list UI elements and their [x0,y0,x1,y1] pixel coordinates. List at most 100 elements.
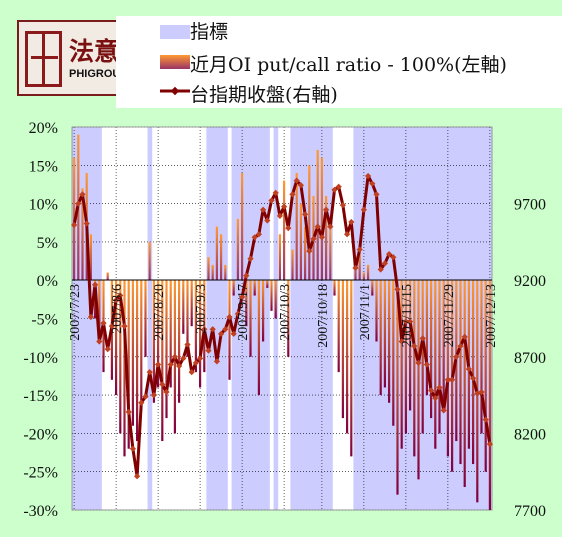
ratio-bar [409,280,412,411]
close-point [423,361,431,368]
x-tick-label: 2007/7/23 [68,284,83,341]
close-point [432,395,439,402]
ratio-bar [224,264,227,281]
close-point [343,231,351,238]
ratio-bar [257,280,260,396]
ratio-bar [89,234,92,281]
close-point [453,353,460,360]
ratio-bar [430,280,433,419]
close-point [427,387,435,394]
close-point [373,191,380,198]
close-point [440,407,447,414]
ratio-bar [484,280,487,472]
left-axis-ticks: 20% 15% 10% 5% 0% -5% -10% -15% -20% -25% -30% [23,120,58,520]
legend-swatch-area-icon [160,25,190,39]
legend-label-indicator: 指標 [190,21,229,43]
ratio-bar [299,203,302,281]
close-point [377,266,384,273]
ratio-bar [148,241,151,281]
ratio-bar [396,280,399,495]
ratio-bar [182,280,185,334]
left-tick-label: -30% [23,503,58,520]
ratio-bar [316,149,319,281]
close-point [411,342,418,350]
ratio-bar [194,280,197,373]
ratio-bar [157,280,160,388]
ratio-bar [186,280,189,357]
indicator-span [361,127,367,510]
close-point [394,286,401,293]
indicator-span [315,127,321,510]
logo-chinese-name: 法意 [69,37,120,66]
ratio-bar [241,172,244,281]
x-tick-label: 2007/9/3 [194,284,209,334]
ratio-bar [442,280,445,411]
ratio-bar [346,280,349,434]
ratio-bar [211,264,214,281]
close-point [415,359,422,367]
ratio-bar [383,280,386,388]
indicator-span [311,127,316,510]
x-tick-label: 2007/9/17 [236,284,251,341]
ratio-bar [392,280,395,426]
ratio-bar [274,280,277,319]
indicator-span [357,127,363,510]
x-tick-label: 2007/11/29 [442,284,457,347]
close-point [381,260,389,267]
ratio-bar [291,249,294,281]
ratio-bar [434,280,437,449]
close-point [385,251,393,258]
right-tick-label: 9200 [514,273,546,290]
x-tick-label: 2007/10/3 [278,284,293,341]
ratio-bar [438,280,441,434]
ratio-bar [446,280,449,457]
legend-label-ratio: 近月OI put/call ratio - 100%(左軸) [190,54,507,76]
ratio-bar [131,280,134,426]
close-point [301,211,309,218]
legend-label-close: 台指期收盤(右軸) [190,84,338,106]
ratio-bar [341,280,344,419]
close-point [398,338,405,345]
ratio-bar [413,280,416,457]
logo-mark-icon [25,31,62,87]
ratio-bar [262,280,265,342]
ratio-bar [283,180,286,281]
close-point [289,191,296,198]
close-point [436,384,443,391]
indicator-span [319,127,325,510]
x-tick-label: 2007/8/6 [110,284,125,334]
ratio-bar [140,280,143,411]
ratio-bar [371,280,374,296]
logo-english-name: PHIGROUP [69,68,128,80]
ratio-bar [304,226,307,281]
ratio-bars [73,134,491,510]
left-tick-label: -25% [23,465,58,482]
x-tick-label: 2007/11/15 [400,284,415,347]
close-line [70,172,494,480]
left-tick-label: 0% [37,273,58,290]
ratio-bar [178,280,181,403]
close-point [238,293,246,301]
ratio-bar [144,280,147,357]
ratio-bar [278,234,281,281]
ratio-bar [287,280,290,357]
close-point [217,330,225,337]
ratio-bar [81,188,84,281]
ratio-bar [463,280,466,488]
indicator-span [290,127,295,510]
legend-swatch-line-icon [160,86,190,96]
ratio-bar [119,280,122,434]
ratio-bar [358,249,361,281]
legend-item-close [160,78,190,104]
close-point [369,180,376,187]
left-tick-label: -15% [23,388,58,405]
ratio-bar [232,280,235,296]
ratio-bar [459,280,462,465]
ratio-bar [329,226,332,281]
ratio-bar [425,280,428,396]
close-point [352,264,359,272]
right-tick-label: 8200 [514,426,546,443]
ratio-bar [106,272,109,281]
ratio-bar [199,280,202,388]
